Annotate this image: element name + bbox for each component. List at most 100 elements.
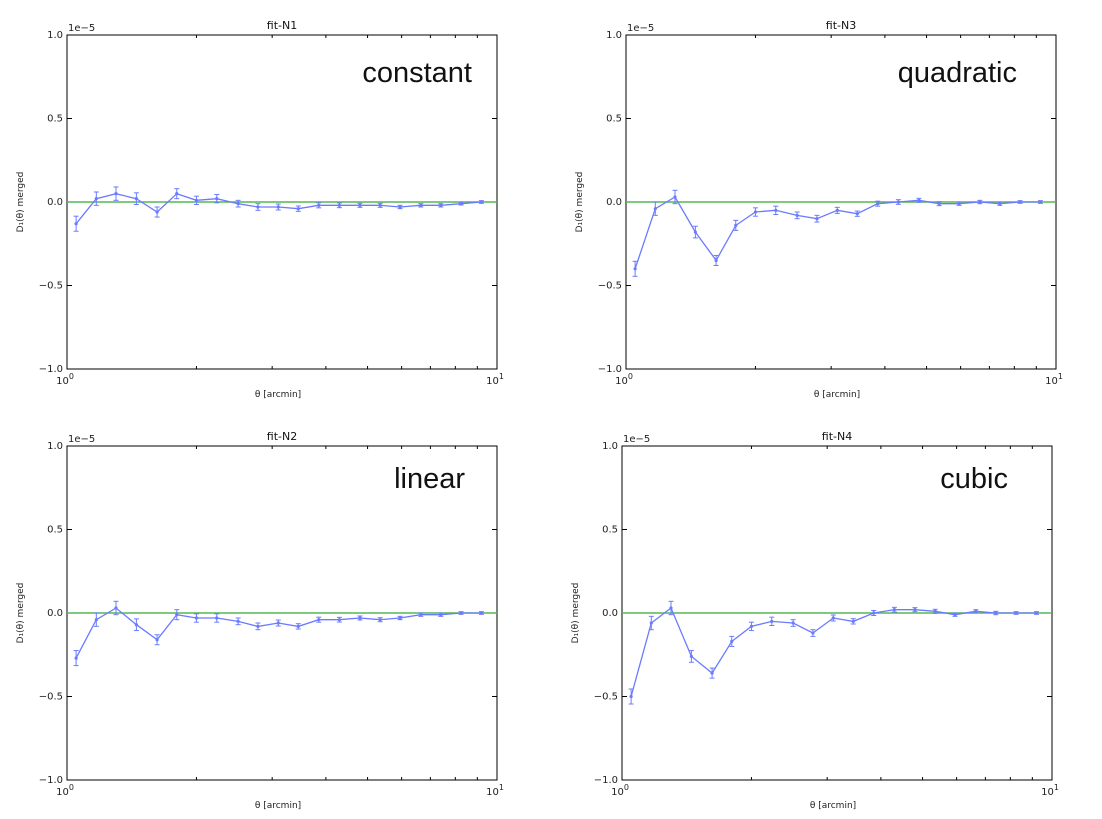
y-tick-label: 1.0 [606,30,622,41]
data-point [317,618,321,622]
y-axis-label: D₁(θ) merged [571,583,581,644]
data-point [194,198,199,202]
data-point [378,618,382,622]
data-point [815,217,819,221]
scale-label: 1e−5 [627,23,654,34]
data-point [872,611,876,615]
y-tick-label: 0.5 [47,525,63,536]
y-tick-label: −1.0 [39,775,63,786]
data-point [896,200,900,204]
y-tick-label: −0.5 [39,281,63,292]
x-tick-label: 101 [1045,372,1063,387]
data-point [749,624,754,628]
data-point [957,202,961,206]
y-axis-label: D₁(θ) merged [16,172,26,233]
data-point [994,611,998,615]
data-point [398,205,402,209]
data-point [94,197,98,201]
x-tick-label: 100 [56,372,74,387]
data-point [629,694,633,699]
y-tick-label: −0.5 [39,692,63,703]
data-point [649,621,653,625]
data-point [791,621,795,625]
data-point [710,671,714,675]
y-tick-label: 0.0 [602,608,618,619]
data-point [114,192,118,196]
y-tick-label: 1.0 [47,30,63,41]
x-tick-label: 100 [56,783,74,798]
fit-annotation: quadratic [898,57,1017,89]
y-tick-label: −1.0 [39,364,63,375]
data-point [479,200,484,204]
fit-annotation: linear [394,463,465,495]
chart-title: fit-N2 [267,430,297,443]
data-point [892,608,896,612]
data-point [419,613,423,617]
data-point [358,203,362,207]
data-point [937,202,941,206]
data-point [175,192,179,196]
data-point [1034,611,1039,615]
data-point [978,200,982,204]
data-point [256,205,260,209]
chart-title: fit-N3 [826,19,856,32]
data-point [479,611,484,615]
data-point [795,213,799,217]
x-tick-label: 100 [611,783,629,798]
y-tick-label: 1.0 [602,441,618,452]
x-tick-label: 101 [486,783,504,798]
data-point [855,212,859,216]
y-axis-label: D₁(θ) merged [575,172,585,233]
data-point [398,616,402,620]
data-point [439,613,443,617]
data-point [876,202,880,206]
data-point [933,609,937,613]
data-point [276,205,280,209]
data-point [215,616,219,620]
data-point [835,208,839,212]
fit-annotation: constant [362,57,472,89]
data-point [673,195,677,199]
x-axis-label: θ [arcmin] [255,801,301,811]
data-point [236,619,240,623]
data-point [459,202,463,206]
data-point [337,203,341,207]
y-axis-label: D₁(θ) merged [16,583,26,644]
data-point [693,230,697,234]
data-point [913,608,917,612]
data-point [669,606,673,610]
data-point [811,631,815,635]
x-tick-label: 101 [486,372,504,387]
scale-label: 1e−5 [623,434,650,445]
data-point [459,611,463,615]
data-point [378,203,382,207]
y-tick-label: 0.5 [47,114,63,125]
data-point [134,197,138,201]
data-point [770,619,774,623]
data-point [653,207,657,211]
y-tick-label: 0.5 [602,525,618,536]
data-point [114,606,118,610]
x-tick-label: 100 [615,372,633,387]
data-point [296,624,300,628]
data-point [689,654,693,659]
x-axis-label: θ [arcmin] [255,390,301,400]
data-point [714,258,718,263]
data-point [974,609,978,613]
scale-label: 1e−5 [68,23,95,34]
fit-annotation: cubic [940,463,1008,495]
data-point [1014,611,1018,615]
x-axis-label: θ [arcmin] [814,390,860,400]
data-point [317,203,321,207]
data-point [774,208,778,212]
data-point [296,207,300,211]
data-point [730,639,734,643]
y-tick-label: −0.5 [594,692,618,703]
data-point [753,210,758,214]
data-point [953,613,957,617]
y-tick-label: −1.0 [594,775,618,786]
